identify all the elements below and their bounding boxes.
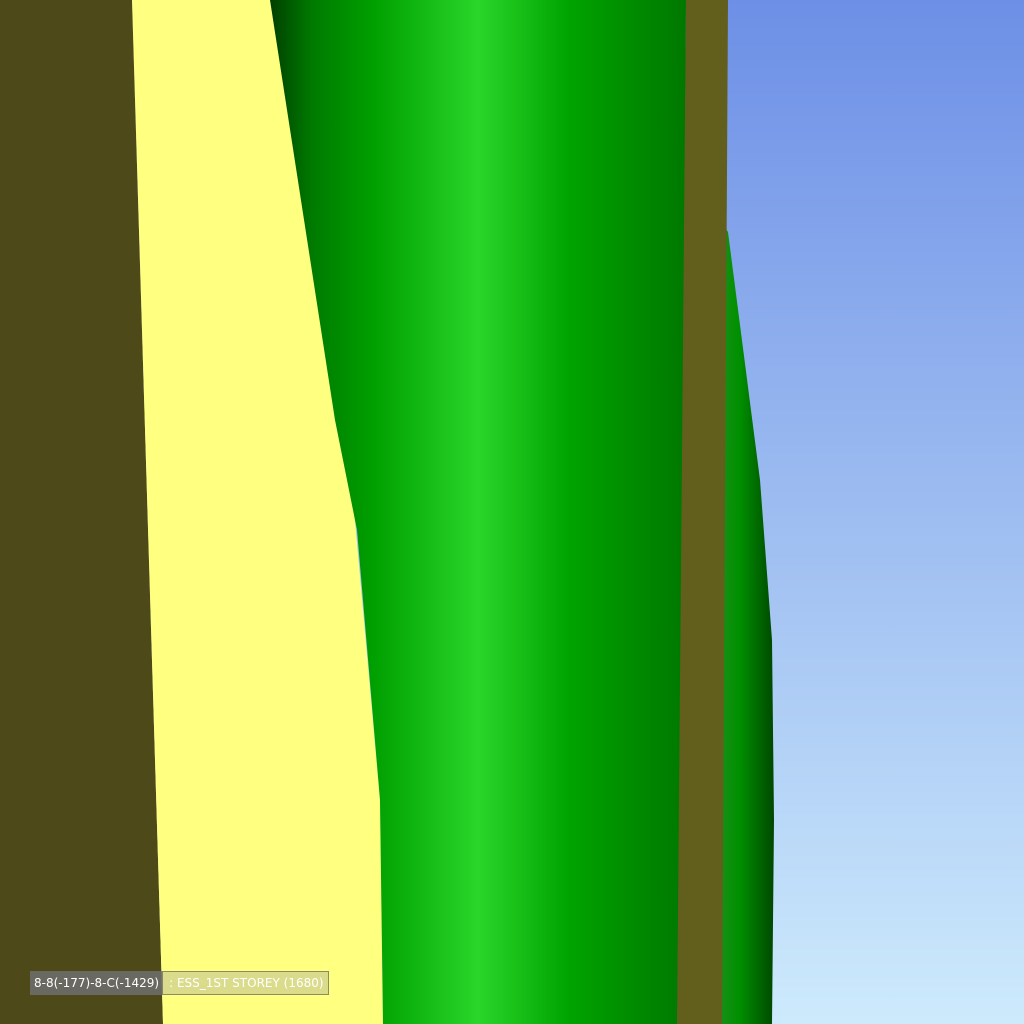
grid-reference-text: 8-8(-177)-8-C(-1429) xyxy=(30,971,164,995)
light-wall[interactable] xyxy=(132,0,383,1024)
status-label: 8-8(-177)-8-C(-1429) : ESS_1ST STOREY (1… xyxy=(30,971,329,995)
storey-text: : ESS_1ST STOREY (1680) xyxy=(163,971,329,995)
olive-strip[interactable] xyxy=(677,0,728,1024)
back-green-column[interactable] xyxy=(716,220,774,1024)
dark-wall[interactable] xyxy=(0,0,163,1024)
green-column[interactable] xyxy=(270,0,686,1024)
